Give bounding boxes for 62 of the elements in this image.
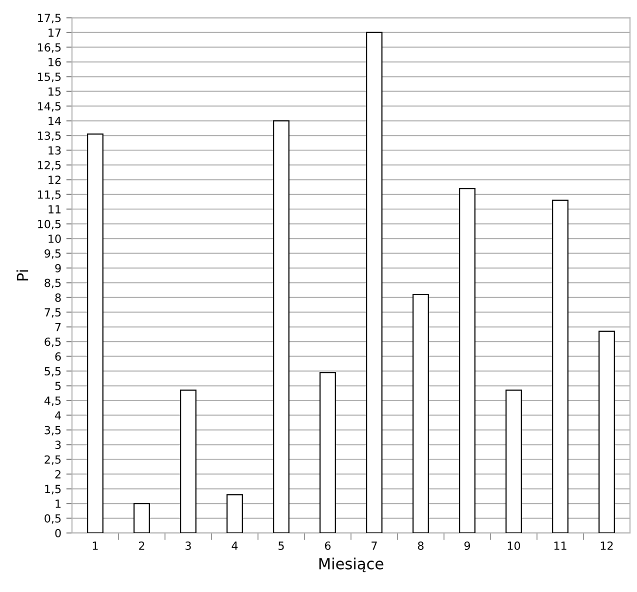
- y-tick-label: 14,5: [38, 102, 61, 112]
- y-tick-label: 4: [55, 411, 61, 420]
- y-tick-label: 10: [48, 234, 61, 243]
- x-tick-label: 2: [139, 542, 144, 550]
- y-axis-title: Pi: [16, 270, 28, 280]
- x-tick-label: 12: [600, 542, 613, 550]
- y-tick-label: 12,5: [38, 160, 61, 170]
- y-tick-label: 16,5: [38, 43, 61, 53]
- bar: [87, 133, 104, 533]
- bar: [598, 330, 615, 533]
- bar: [366, 32, 382, 533]
- x-tick-label: 11: [554, 542, 566, 550]
- x-tick-label: 1: [92, 542, 98, 550]
- y-tick-label: 2: [55, 470, 60, 478]
- x-tick-label: 3: [186, 542, 191, 550]
- y-tick-label: 6,5: [44, 338, 61, 348]
- y-tick-label: 14: [48, 116, 61, 126]
- bar: [552, 200, 568, 533]
- x-tick-label: 7: [372, 542, 377, 550]
- bar: [320, 372, 336, 533]
- bar: [180, 390, 196, 533]
- y-tick-label: 6: [55, 352, 61, 361]
- y-tick-label: 17: [48, 28, 61, 37]
- bar: [226, 494, 243, 533]
- y-tick-label: 17,5: [38, 14, 61, 24]
- bar: [134, 502, 150, 533]
- y-tick-label: 16: [48, 58, 61, 66]
- y-tick-label: 3: [55, 440, 61, 450]
- y-tick-label: 13,5: [38, 132, 61, 142]
- x-tick-label: 5: [278, 542, 284, 550]
- y-tick-label: 5: [55, 382, 61, 390]
- y-tick-label: 4,5: [44, 396, 61, 406]
- bar: [273, 120, 290, 533]
- y-tick-label: 11: [48, 205, 61, 214]
- x-axis-title: Miesiące: [319, 558, 384, 572]
- y-tick-label: 9: [55, 264, 61, 272]
- y-tick-label: 7,5: [44, 308, 61, 318]
- y-tick-label: 0,5: [44, 514, 61, 524]
- x-tick-label: 4: [232, 542, 238, 550]
- x-tick-label: 8: [418, 542, 424, 550]
- x-tick-label: 6: [324, 542, 331, 550]
- x-tick-label: 9: [464, 542, 470, 550]
- y-tick-label: 5,5: [44, 367, 61, 377]
- y-tick-label: 8: [55, 293, 61, 302]
- y-tick-label: 1: [56, 500, 61, 508]
- y-tick-label: 7: [55, 323, 61, 332]
- y-tick-label: 3,5: [44, 426, 61, 436]
- y-tick-label: 10,5: [38, 220, 61, 230]
- y-tick-label: 12: [48, 176, 60, 184]
- bar: [459, 188, 476, 533]
- y-tick-label: 8,5: [44, 278, 61, 288]
- y-tick-label: 15,5: [38, 72, 61, 82]
- x-tick-label: 10: [508, 542, 520, 550]
- y-tick-label: 1,5: [45, 484, 61, 494]
- y-tick-label: 2,5: [44, 455, 61, 465]
- y-tick-label: 9,5: [44, 249, 61, 259]
- y-tick-label: 11,5: [38, 190, 61, 200]
- y-tick-label: 15: [48, 87, 61, 96]
- bar: [412, 294, 429, 533]
- y-tick-label: 0: [55, 528, 61, 538]
- bar: [506, 390, 522, 533]
- y-tick-label: 13: [48, 146, 61, 155]
